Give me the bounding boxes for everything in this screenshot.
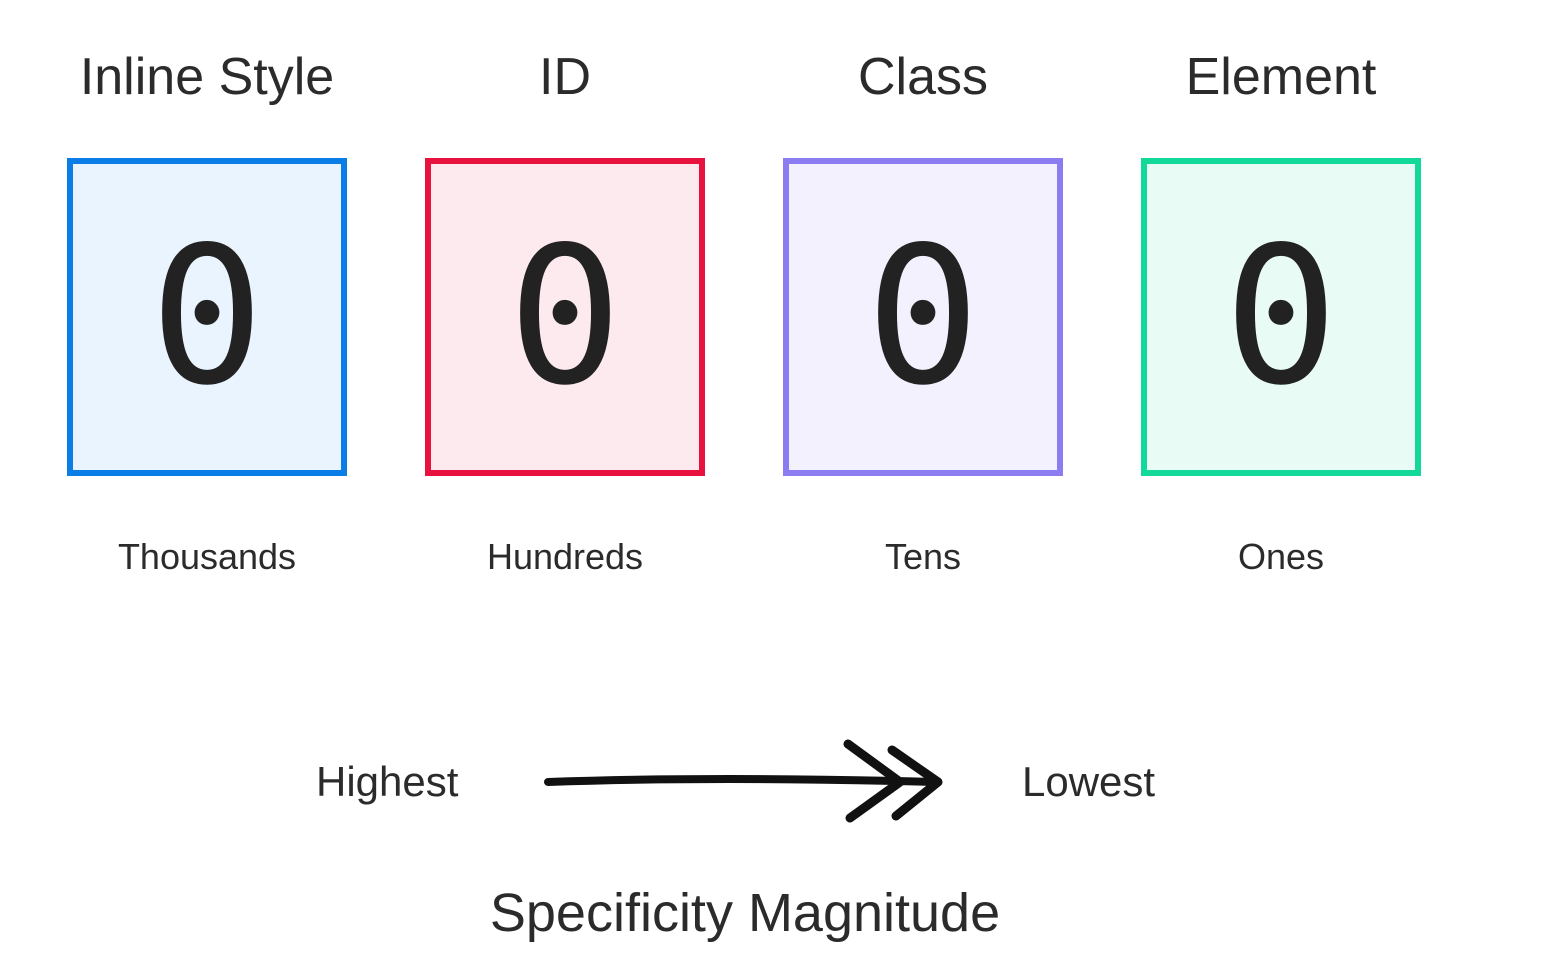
column-title: Class: [857, 48, 989, 106]
digit-box: 0: [783, 158, 1063, 476]
digit-value: 0: [1223, 206, 1339, 427]
digit-box: 0: [425, 158, 705, 476]
diagram-caption: Specificity Magnitude: [489, 883, 1001, 943]
place-label: Ones: [1237, 536, 1325, 577]
digit-value: 0: [865, 206, 981, 427]
specificity-column-element: Element 0 Ones: [1141, 0, 1421, 600]
specificity-column-id: ID 0 Hundreds: [425, 0, 705, 600]
column-title: ID: [539, 48, 591, 106]
place-label: Tens: [884, 536, 962, 577]
specificity-column-class: Class 0 Tens: [783, 0, 1063, 600]
place-label: Thousands: [117, 536, 297, 577]
highest-label: Highest: [316, 758, 459, 805]
digit-box: 0: [67, 158, 347, 476]
digit-value: 0: [149, 206, 265, 427]
specificity-column-inline-style: Inline Style 0 Thousands: [67, 0, 347, 600]
digit-box: 0: [1141, 158, 1421, 476]
digit-value: 0: [507, 206, 623, 427]
double-arrow-right-icon: [544, 739, 943, 823]
lowest-label: Lowest: [1022, 758, 1156, 805]
place-label: Hundreds: [486, 536, 644, 577]
column-title: Element: [1185, 48, 1377, 106]
column-title: Inline Style: [79, 48, 335, 106]
